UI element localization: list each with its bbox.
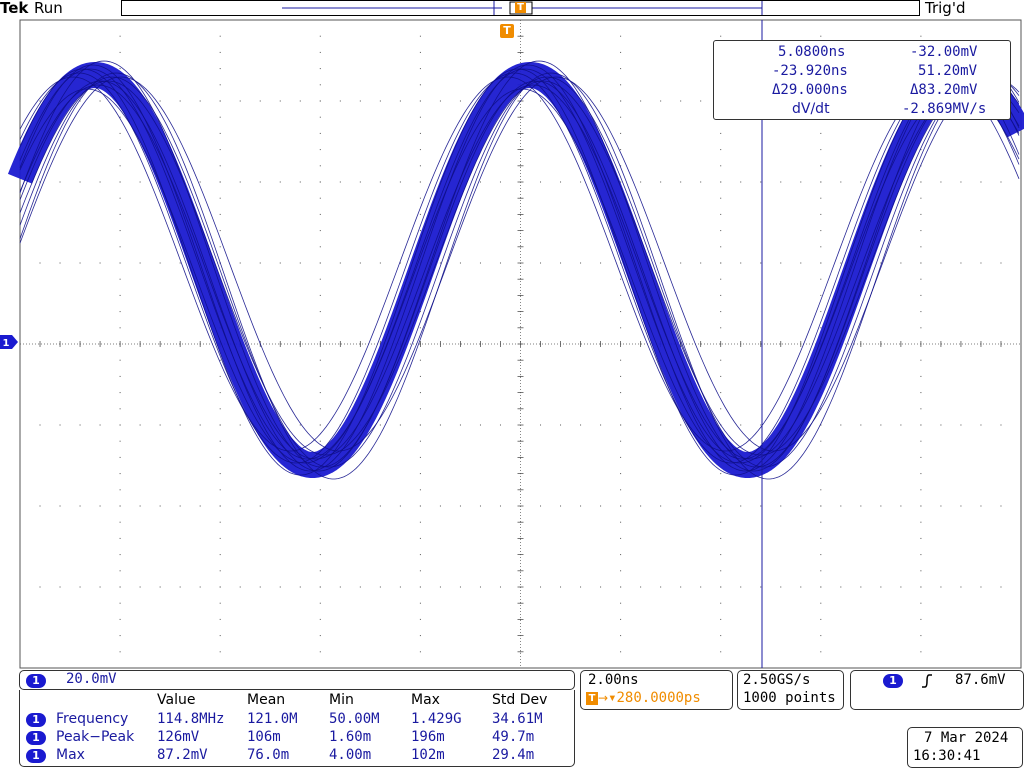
meas-cell: 114.8MHz [157, 711, 225, 727]
trigger-position-top-icon[interactable]: T [515, 2, 526, 13]
brand-logo: Tek [0, 0, 29, 17]
status-bar: Tek Run T Trig'd [0, 0, 1024, 18]
timebase-box[interactable]: 2.00ns T →▾280.0000ps [580, 670, 733, 710]
meas-cell: 196m [411, 729, 445, 745]
run-state: Run [34, 0, 63, 17]
meas-row-badge: 1 [26, 729, 46, 745]
meas-header-max: Max [411, 692, 440, 708]
cursor-volt-2: 51.20mV [918, 63, 978, 79]
meas-cell: 102m [411, 747, 445, 763]
meas-header-min: Min [329, 692, 354, 708]
meas-row-badge: 1 [26, 747, 46, 763]
meas-row-frequency-label[interactable]: Frequency [56, 711, 129, 727]
meas-header-value: Value [157, 692, 196, 708]
meas-cell: 1.60m [329, 729, 372, 745]
meas-row-badge: 1 [26, 711, 46, 727]
channel1-scale-box[interactable]: 1 20.0mV [19, 670, 575, 690]
date: 7 Mar 2024 [924, 730, 1009, 746]
meas-header-stddev: Std Dev [492, 692, 548, 708]
cursor-time-2: -23.920ns [772, 63, 848, 79]
cursor-dvdt-label: dV/dt [792, 101, 830, 117]
meas-cell: 1.429G [411, 711, 462, 727]
meas-cell: 49.7m [492, 729, 535, 745]
meas-cell: 106m [247, 729, 281, 745]
meas-header-mean: Mean [247, 692, 286, 708]
channel1-badge: 1 [26, 672, 46, 688]
cursor-readout: 5.0800ns -32.00mV -23.920ns 51.20mV Δ29.… [713, 40, 1011, 120]
acquisition-box[interactable]: 2.50GS/s 1000 points [737, 670, 844, 710]
datetime-box: 7 Mar 2024 16:30:41 [907, 727, 1023, 768]
cursor-time-1: 5.0800ns [778, 44, 846, 60]
channel1-scale: 20.0mV [66, 671, 117, 687]
meas-cell: 50.00M [329, 711, 380, 727]
svg-text:1: 1 [3, 338, 10, 349]
meas-cell: 4.00m [329, 747, 372, 763]
meas-row-max-label[interactable]: Max [56, 747, 85, 763]
cursor-delta-time: Δ29.000ns [772, 82, 848, 98]
meas-row-peak-peak-label[interactable]: Peak−Peak [56, 729, 135, 745]
delay-readout: T →▾280.0000ps [586, 690, 701, 706]
time: 16:30:41 [913, 748, 981, 764]
channel1-ground-marker-icon[interactable]: 1 [0, 335, 18, 349]
trigger-marker-icon[interactable]: T [500, 24, 514, 38]
sample-rate: 2.50GS/s [743, 672, 811, 688]
meas-cell: 126mV [157, 729, 200, 745]
meas-cell: 34.61M [492, 711, 543, 727]
meas-cell: 76.0m [247, 747, 290, 763]
trigger-level: 87.6mV [955, 672, 1006, 688]
cursor-delta-volt: Δ83.20mV [910, 82, 978, 98]
cursor-volt-1: -32.00mV [910, 44, 978, 60]
meas-cell: 29.4m [492, 747, 535, 763]
trigger-delay-icon: T [586, 691, 598, 705]
record-length: 1000 points [743, 690, 836, 706]
rising-edge-icon [922, 674, 932, 688]
meas-cell: 121.0M [247, 711, 298, 727]
trigger-source-badge: 1 [883, 672, 903, 688]
time-scale: 2.00ns [588, 672, 639, 688]
trigger-state: Trig'd [925, 0, 966, 17]
cursor-dvdt-value: -2.869MV/s [902, 101, 987, 117]
measurement-table: Value Mean Min Max Std Dev 1 Frequency 1… [19, 690, 575, 767]
meas-cell: 87.2mV [157, 747, 208, 763]
trigger-box[interactable]: 1 87.6mV [850, 670, 1024, 710]
